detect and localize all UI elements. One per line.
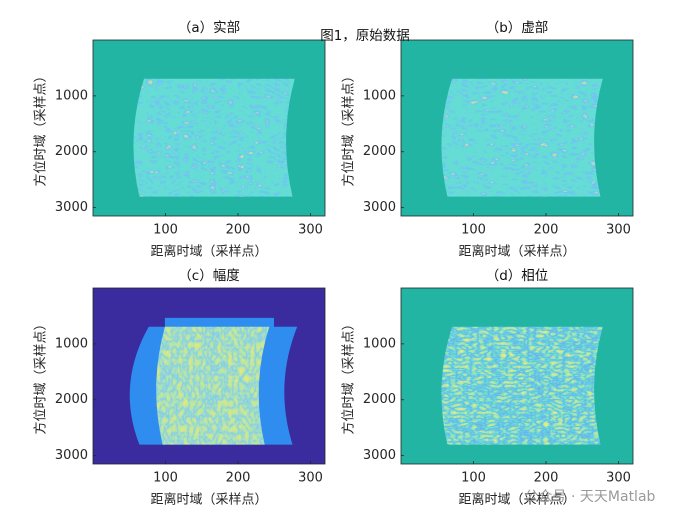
x-tick-label: 200 <box>534 223 559 238</box>
x-tick-label: 300 <box>606 223 631 238</box>
axes-title: （a）实部 <box>178 20 240 36</box>
y-tick-label: 2000 <box>55 392 88 407</box>
x-tick-label: 100 <box>461 223 486 238</box>
image-texture <box>441 78 603 197</box>
x-tick-label: 100 <box>153 223 178 238</box>
y-tick-label: 1000 <box>363 88 396 103</box>
y-tick-label: 2000 <box>363 144 396 159</box>
axes-box <box>92 287 326 465</box>
axes-title: （d）相位 <box>486 268 549 284</box>
y-tick-label: 1000 <box>363 336 396 351</box>
image <box>401 40 633 216</box>
y-tick-label: 2000 <box>55 144 88 159</box>
axes-box <box>400 287 634 465</box>
y-tick-label: 1000 <box>55 336 88 351</box>
y-tick-label: 2000 <box>363 392 396 407</box>
x-tick-label: 300 <box>298 223 323 238</box>
x-axis-label: 距离时域（采样点） <box>458 492 575 508</box>
figure-title: 图1，原始数据 <box>320 28 410 44</box>
x-axis-label: 距离时域（采样点） <box>150 244 267 260</box>
y-tick-label: 1000 <box>55 88 88 103</box>
x-tick-label: 200 <box>226 223 251 238</box>
axes-box <box>400 39 634 217</box>
image <box>93 288 325 464</box>
y-tick-label: 3000 <box>55 200 88 215</box>
image-texture <box>133 78 295 197</box>
x-tick-label: 300 <box>606 471 631 486</box>
x-tick-label: 200 <box>534 471 559 486</box>
x-tick-label: 100 <box>153 471 178 486</box>
axes-title: （c）幅度 <box>178 268 239 284</box>
axes-title: （b）虚部 <box>486 20 549 36</box>
watermark: 公众号 · 天天Matlab <box>525 489 656 505</box>
x-tick-label: 200 <box>226 471 251 486</box>
y-axis-label: 方位时域（采样点） <box>341 317 357 434</box>
y-axis-label: 方位时域（采样点） <box>341 69 357 186</box>
image <box>93 40 325 216</box>
x-axis-label: 距离时域（采样点） <box>150 492 267 508</box>
x-tick-label: 300 <box>298 471 323 486</box>
x-tick-label: 100 <box>461 471 486 486</box>
y-tick-label: 3000 <box>363 448 396 463</box>
image-texture <box>156 326 270 445</box>
image-texture <box>441 326 603 445</box>
y-axis-label: 方位时域（采样点） <box>33 69 49 186</box>
image <box>401 288 633 464</box>
y-axis-label: 方位时域（采样点） <box>33 317 49 434</box>
x-axis-label: 距离时域（采样点） <box>458 244 575 260</box>
y-tick-label: 3000 <box>55 448 88 463</box>
y-tick-label: 3000 <box>363 200 396 215</box>
axes-box <box>92 39 326 217</box>
